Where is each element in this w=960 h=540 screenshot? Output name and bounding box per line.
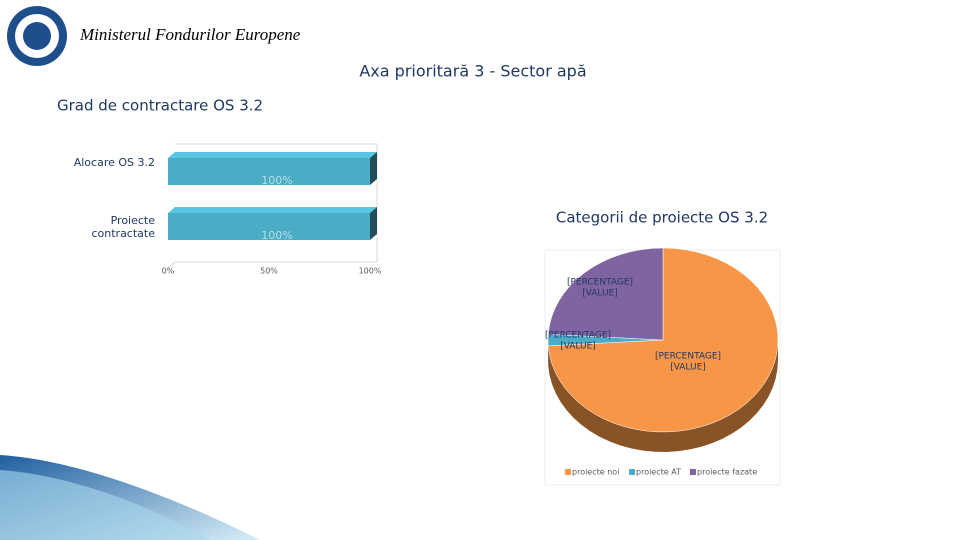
data-label: [VALUE] <box>670 363 706 373</box>
pie-slice <box>547 247 664 341</box>
legend-label: proiecte AT <box>636 468 681 477</box>
bar-top <box>168 207 377 213</box>
x-tick-label: 50% <box>260 267 278 276</box>
slide-title: Axa prioritară 3 - Sector apă <box>359 62 586 81</box>
bar-side <box>370 207 377 240</box>
pie-side <box>548 340 778 452</box>
data-label: [VALUE] <box>560 342 596 352</box>
logo <box>23 22 51 50</box>
category-label: Alocare OS 3.2 <box>73 156 155 169</box>
value-label: 100% <box>261 229 292 242</box>
bar <box>168 158 370 185</box>
legend-label: proiecte fazate <box>697 468 757 477</box>
legend-swatch <box>629 469 635 475</box>
x-tick-label: 100% <box>359 267 382 276</box>
legend-swatch <box>565 469 571 475</box>
data-label: [PERCENTAGE] <box>655 352 721 362</box>
x-tick-label: 0% <box>162 267 175 276</box>
bar <box>168 213 370 240</box>
value-label: 100% <box>261 174 292 187</box>
category-label: Proiecte contractate <box>91 214 155 240</box>
data-label: [PERCENTAGE] <box>545 331 611 341</box>
data-label: [VALUE] <box>582 289 618 299</box>
decor-wave <box>0 470 210 540</box>
bar-top <box>168 152 377 158</box>
bar-side <box>370 152 377 185</box>
legend-swatch <box>690 469 696 475</box>
chart-title: Grad de contractare OS 3.2 <box>57 97 263 115</box>
org-name: Ministerul Fondurilor Europene <box>79 25 301 44</box>
data-label: [PERCENTAGE] <box>567 278 633 288</box>
legend-label: proiecte noi <box>572 468 619 477</box>
chart-title: Categorii de proiecte OS 3.2 <box>556 209 768 227</box>
